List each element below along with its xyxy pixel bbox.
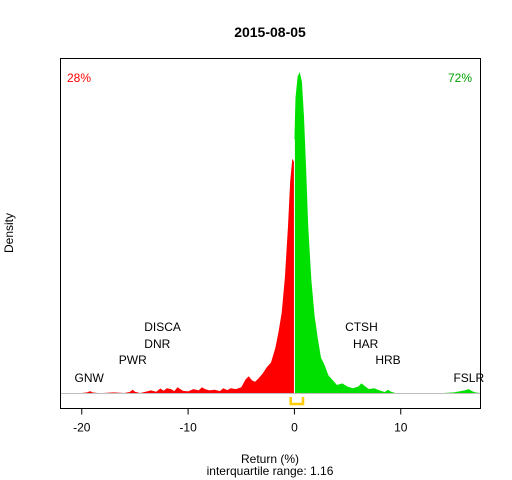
x-tick-label: 10 <box>394 421 408 435</box>
negative-density-area <box>81 139 295 393</box>
ticker-label-hrb: HRB <box>375 353 400 367</box>
chart-title: 2015-08-05 <box>234 24 306 40</box>
x-axis: -20 -10 0 10 <box>73 408 408 435</box>
ticker-label-ctsh: CTSH <box>345 320 378 334</box>
iqr-bracket <box>289 397 305 406</box>
ticker-label-har: HAR <box>353 337 379 351</box>
x-tick-label: -20 <box>73 421 91 435</box>
iqr-caption: interquartile range: 1.16 <box>207 464 334 478</box>
positive-density-area <box>294 72 481 393</box>
ticker-label-disca: DISCA <box>144 320 181 334</box>
ticker-label-gnw: GNW <box>75 371 105 385</box>
ticker-label-pwr: PWR <box>119 353 147 367</box>
x-tick-label: -10 <box>179 421 197 435</box>
negative-share-label: 28% <box>67 71 91 85</box>
plot-frame <box>60 58 481 409</box>
y-axis-label: Density <box>2 213 16 253</box>
ticker-label-fslr: FSLR <box>453 371 484 385</box>
x-tick-label: 0 <box>291 421 298 435</box>
positive-share-label: 72% <box>448 71 472 85</box>
plot-area: GNW PWR DNR DISCA CTSH HAR HRB FSLR <box>60 72 484 406</box>
x-axis-label: Return (%) <box>241 452 299 466</box>
ticker-label-dnr: DNR <box>144 337 170 351</box>
